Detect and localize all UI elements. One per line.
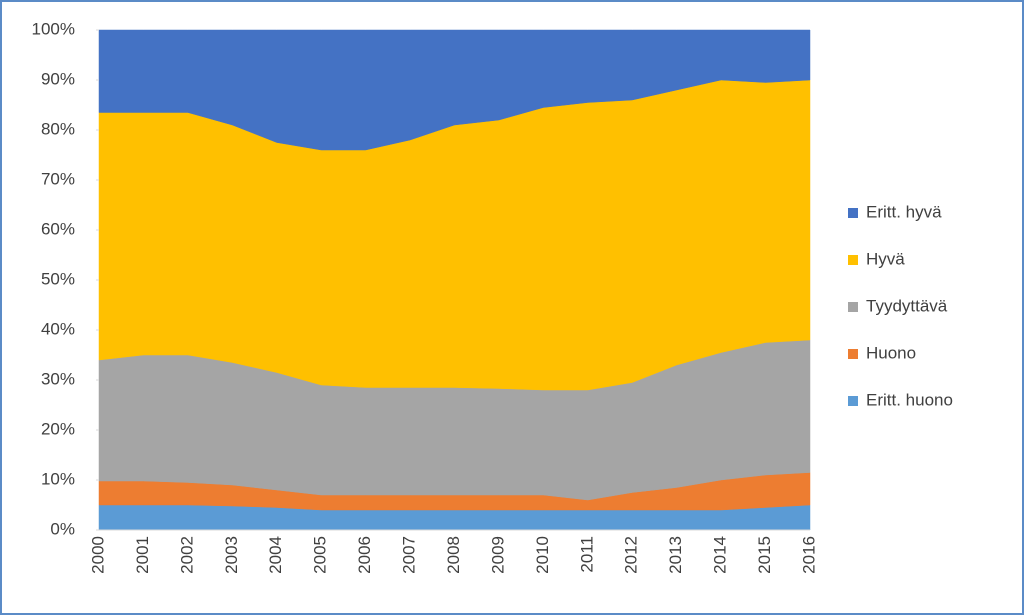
area [98,29,811,151]
x-tick-label: 2014 [711,536,730,574]
legend-label: Hyvä [866,249,905,268]
y-tick-label: 0% [50,519,75,538]
x-tick-label: 2011 [577,536,596,573]
x-tick-label: 2013 [666,536,685,574]
legend-swatch [848,208,858,218]
legend-swatch [848,255,858,265]
x-tick-label: 2002 [177,536,196,574]
x-tick-label: 2010 [533,536,552,574]
y-tick-label: 100% [32,19,75,38]
y-tick-label: 60% [41,219,75,238]
legend-swatch [848,396,858,406]
x-tick-label: 2001 [133,536,152,574]
y-tick-label: 50% [41,269,75,288]
x-tick-label: 2007 [400,536,419,574]
x-tick-label: 2015 [755,536,774,574]
x-tick-label: 2009 [488,536,507,574]
legend-label: Tyydyttävä [866,296,948,315]
y-tick-label: 80% [41,119,75,138]
y-tick-label: 70% [41,169,75,188]
y-tick-label: 10% [41,469,75,488]
y-tick-label: 90% [41,69,75,88]
x-tick-label: 2004 [266,536,285,574]
x-tick-label: 2016 [799,536,818,574]
y-tick-label: 40% [41,319,75,338]
legend-label: Huono [866,343,916,362]
legend-label: Eritt. hyvä [866,202,942,221]
y-tick-label: 20% [41,419,75,438]
x-tick-label: 2012 [622,536,641,574]
legend-swatch [848,349,858,359]
x-tick-label: 2000 [88,536,107,574]
x-tick-label: 2006 [355,536,374,574]
x-tick-label: 2008 [444,536,463,574]
x-tick-label: 2005 [311,536,330,574]
area [98,79,811,391]
legend-label: Eritt. huono [866,390,953,409]
y-tick-label: 30% [41,369,75,388]
x-tick-label: 2003 [222,536,241,574]
legend-swatch [848,302,858,312]
